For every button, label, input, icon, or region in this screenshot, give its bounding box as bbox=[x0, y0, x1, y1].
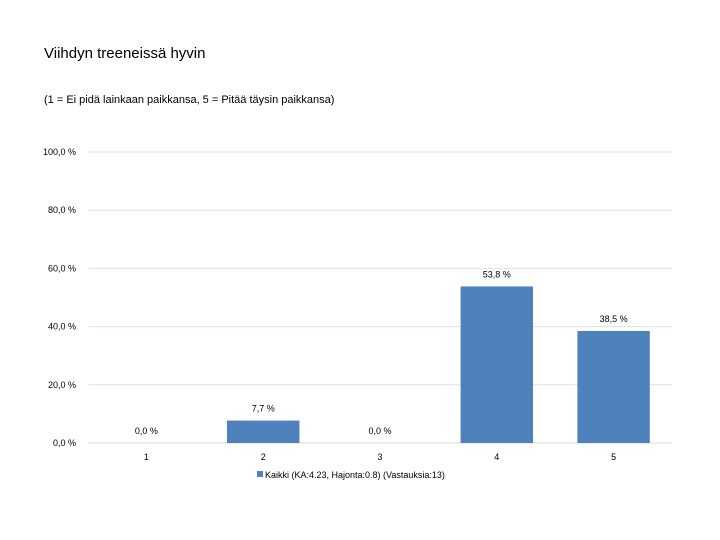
legend-swatch bbox=[257, 471, 263, 477]
x-tick-label: 4 bbox=[494, 452, 499, 462]
bar bbox=[460, 286, 534, 443]
data-label: 0,0 % bbox=[135, 426, 158, 436]
legend-label: Kaikki (KA:4.23, Hajonta:0.8) (Vastauksi… bbox=[265, 470, 445, 480]
chart-subtitle: (1 = Ei pidä lainkaan paikkansa, 5 = Pit… bbox=[44, 94, 335, 106]
data-label: 0,0 % bbox=[368, 426, 391, 436]
bar bbox=[577, 330, 650, 443]
y-tick-label: 100,0 % bbox=[43, 147, 76, 157]
y-tick-label: 40,0 % bbox=[48, 322, 76, 332]
data-label: 38,5 % bbox=[600, 314, 628, 324]
x-tick-label: 5 bbox=[611, 452, 616, 462]
data-label: 7,7 % bbox=[252, 404, 275, 414]
y-tick-label: 80,0 % bbox=[48, 205, 76, 215]
bar bbox=[226, 420, 300, 443]
x-tick-label: 3 bbox=[377, 452, 382, 462]
chart-title: Viihdyn treeneissä hyvin bbox=[44, 45, 206, 62]
data-label: 53,8 % bbox=[483, 269, 511, 279]
y-tick-label: 20,0 % bbox=[48, 380, 76, 390]
y-tick-label: 0,0 % bbox=[53, 438, 76, 448]
y-tick-label: 60,0 % bbox=[48, 263, 76, 273]
x-tick-label: 1 bbox=[144, 452, 149, 462]
x-tick-label: 2 bbox=[261, 452, 266, 462]
